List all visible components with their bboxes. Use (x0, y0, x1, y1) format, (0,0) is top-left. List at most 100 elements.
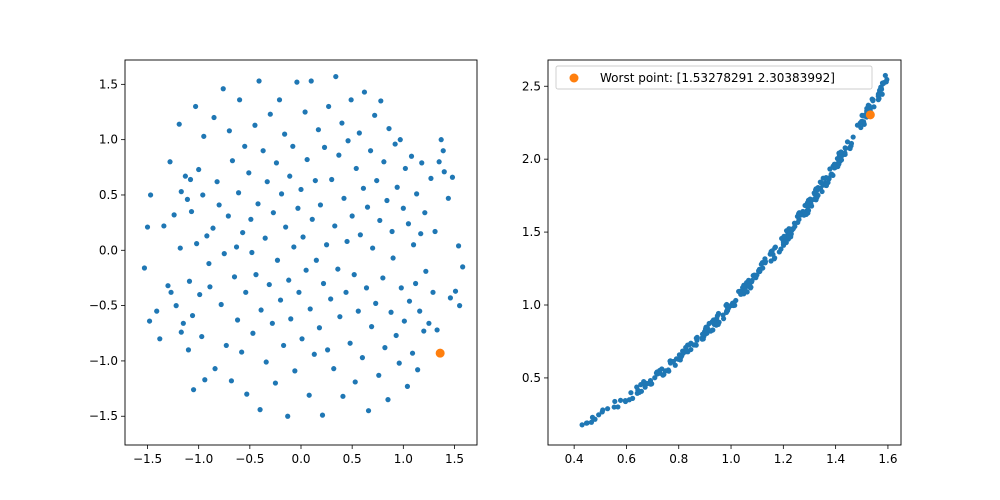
left-axes-frame (124, 59, 478, 446)
left-data-point (287, 173, 293, 179)
left-data-point (440, 148, 446, 154)
right-data-point (615, 404, 621, 410)
right-data-point (768, 258, 774, 264)
right-data-point (815, 192, 821, 198)
left-data-point (323, 242, 330, 248)
left-data-point (180, 320, 186, 326)
left-data-point (355, 308, 361, 314)
left-data-point (447, 295, 453, 301)
left-data-point (418, 231, 424, 237)
right-x-tick-label: 0.8 (669, 452, 688, 466)
left-data-point (348, 97, 354, 103)
right-data-point (648, 381, 654, 387)
left-data-point (201, 133, 207, 139)
left-data-point (335, 266, 341, 272)
left-data-point (428, 175, 434, 181)
left-data-point (302, 109, 308, 115)
left-data-point (380, 275, 386, 281)
left-data-point (246, 170, 252, 176)
left-data-point (243, 289, 249, 295)
left-data-point (306, 392, 312, 398)
left-data-point (296, 289, 302, 295)
left-data-point (228, 378, 235, 384)
right-data-point (611, 404, 617, 410)
left-data-point (389, 228, 395, 235)
left-data-point (178, 329, 184, 335)
left-data-point (347, 340, 353, 346)
left-data-point (173, 303, 179, 309)
left-data-point (449, 174, 456, 180)
right-data-point (584, 420, 590, 426)
right-x-tick-label: 1.2 (774, 452, 793, 466)
left-data-point (396, 360, 402, 366)
right-data-point (877, 87, 883, 93)
left-data-point (394, 184, 400, 190)
left-x-tick-label: 1.0 (394, 452, 413, 466)
left-data-point (161, 223, 167, 229)
left-x-tick-label: −1.0 (184, 452, 213, 466)
left-data-point (220, 86, 226, 92)
left-data-point (277, 297, 284, 303)
left-data-point (413, 280, 419, 287)
left-data-point (331, 366, 337, 372)
left-data-point (419, 160, 425, 166)
left-data-point (214, 179, 220, 185)
right-data-point (691, 342, 697, 348)
right-data-point (850, 134, 856, 140)
left-data-point (401, 318, 407, 324)
left-data-point (276, 97, 283, 103)
right-data-point (596, 412, 602, 418)
left-data-point (325, 347, 331, 353)
left-data-point (316, 325, 323, 331)
left-data-point (285, 413, 291, 419)
left-data-point (282, 131, 288, 137)
legend-box (555, 65, 873, 90)
left-data-point (262, 235, 268, 241)
right-data-point (768, 248, 774, 255)
left-data-point (264, 179, 270, 185)
left-data-point (231, 274, 238, 280)
left-data-point (248, 216, 254, 222)
right-data-point (813, 186, 819, 192)
right-y-tick-label: 1.5 (522, 225, 541, 239)
right-data-point (665, 367, 671, 373)
left-data-point (260, 148, 266, 154)
left-data-point (365, 408, 372, 414)
left-data-point (408, 153, 415, 159)
left-scatter-panel: −1.5 −1.0 −0.5 0.0 0.5 1.0 1.5 −1.5 −1.0 −0.5 0.0… (89, 59, 478, 466)
right-data-point (834, 155, 841, 162)
left-data-point (263, 359, 269, 365)
left-data-point (352, 379, 358, 385)
left-data-point (144, 224, 151, 230)
left-data-point (398, 285, 404, 291)
left-data-point (258, 307, 264, 313)
right-data-point (628, 390, 634, 396)
left-data-point (221, 251, 227, 257)
left-data-point (430, 289, 436, 295)
left-data-point (202, 377, 208, 383)
right-data-point (588, 419, 595, 425)
left-data-point (226, 128, 232, 134)
right-data-point (760, 265, 766, 271)
right-data-point (737, 288, 743, 294)
left-data-point (206, 260, 212, 267)
left-data-point (345, 138, 351, 144)
left-data-point (359, 355, 365, 361)
left-data-point (320, 280, 327, 287)
left-data-point (363, 285, 370, 291)
left-data-point (438, 137, 444, 143)
left-data-point (171, 212, 177, 218)
left-data-point (196, 166, 202, 173)
left-data-point (384, 197, 390, 204)
right-data-point (823, 174, 829, 181)
right-data-point (732, 302, 738, 308)
left-data-point (225, 213, 231, 219)
right-data-point (612, 398, 618, 405)
right-worst-point (865, 110, 875, 120)
left-data-point (432, 228, 438, 235)
right-scatter-panel: 0.4 0.6 0.8 1.0 1.2 1.4 1.6 0.5 1.0 1.5 2.0 2.5 Wo… (522, 59, 902, 466)
left-data-point (298, 186, 304, 193)
left-data-point (252, 122, 258, 128)
right-data-point (579, 422, 585, 428)
right-axes-frame (547, 59, 902, 446)
